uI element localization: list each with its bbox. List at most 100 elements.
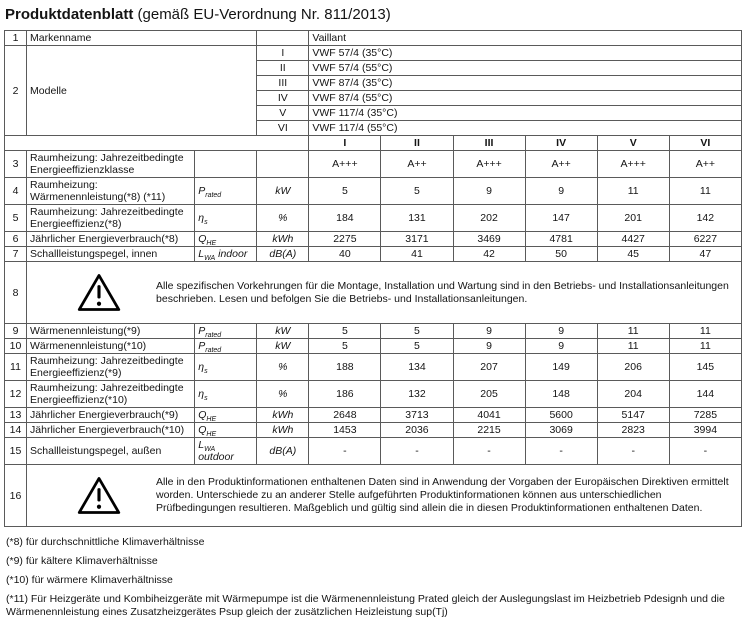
header-spacer [3, 135, 310, 151]
row-number: 11 [3, 353, 28, 381]
warning-content: Alle spezifischen Vorkehrungen für die M… [30, 272, 738, 313]
symbol-subscript: HE [206, 416, 217, 423]
model-numeral: III [256, 75, 310, 91]
model-numeral: I [256, 45, 310, 61]
unit: kW [256, 338, 310, 354]
page-title: Produktdatenblatt (gemäß EU-Verordnung N… [5, 6, 742, 23]
value-cell-VI: 7285 [668, 407, 743, 423]
value-cell-IV: 3069 [524, 422, 598, 438]
symbol: ηs [194, 204, 258, 232]
row-label: Wärmenennleistung(*9) [26, 323, 196, 339]
product-data-table: 1 Markenname Vaillant 2 Modelle I VWF 57/4 (35… [3, 30, 743, 527]
warning-cell: Alle in den Produktinformationen enthalt… [26, 464, 742, 527]
value-cell-I: 5 [308, 177, 382, 205]
value-cell-I: 40 [308, 246, 382, 262]
value-cell-II: 2036 [380, 422, 454, 438]
symbol-subscript: WA [204, 446, 216, 454]
column-header-I: I [308, 135, 382, 151]
value-cell-II: 5 [380, 323, 454, 339]
value-cell-II: 3713 [380, 407, 454, 423]
row-label: Schallleistungspegel, innen [26, 246, 196, 262]
model-name: VWF 87/4 (35°C) [308, 75, 742, 91]
symbol-subscript: rated [205, 347, 222, 354]
value-cell-VI: 142 [668, 204, 743, 232]
value-cell-IV: 9 [524, 323, 598, 339]
row-number: 1 [3, 30, 28, 46]
value-cell-III: 202 [452, 204, 526, 232]
row-label: Wärmenennleistung(*10) [26, 338, 196, 354]
value-cell-III: 2215 [452, 422, 526, 438]
row-label: Jährlicher Energieverbrauch(*10) [26, 422, 196, 438]
value-cell-II: 134 [380, 353, 454, 381]
symbol: QHE [194, 231, 258, 247]
model-numeral: IV [256, 90, 310, 106]
row-number: 4 [3, 177, 28, 205]
warning-cell: Alle spezifischen Vorkehrungen für die M… [26, 261, 742, 324]
value-cell-VI: 11 [668, 338, 743, 354]
value-cell-IV: 147 [524, 204, 598, 232]
value-cell-VI: 145 [668, 353, 743, 381]
value-cell-VI: 11 [668, 177, 743, 205]
row-number: 15 [3, 437, 28, 465]
brand-label: Markenname [26, 30, 258, 46]
model-name: VWF 117/4 (55°C) [308, 120, 742, 136]
row-number: 3 [3, 150, 28, 178]
model-name: VWF 57/4 (55°C) [308, 60, 742, 76]
symbol: LWA outdoor [194, 437, 258, 465]
value-cell-II: 41 [380, 246, 454, 262]
symbol: ηs [194, 380, 258, 408]
symbol: QHE [194, 407, 258, 423]
row-label: Schallleistungspegel, außen [26, 437, 196, 465]
unit: % [256, 204, 310, 232]
row-label: Raumheizung: Jahrezeitbedingte Energieef… [26, 380, 196, 408]
value-cell-III: 9 [452, 338, 526, 354]
value-cell-IV: 9 [524, 338, 598, 354]
value-cell-IV: 148 [524, 380, 598, 408]
value-cell-VI: A++ [668, 150, 743, 178]
value-cell-III: 3469 [452, 231, 526, 247]
row-number: 14 [3, 422, 28, 438]
value-cell-VI: 11 [668, 323, 743, 339]
value-cell-II: A++ [380, 150, 454, 178]
symbol: LWA indoor [194, 246, 258, 262]
column-header-IV: IV [524, 135, 598, 151]
row-number: 5 [3, 204, 28, 232]
symbol-subscript: rated [205, 192, 222, 200]
row-number: 6 [3, 231, 28, 247]
symbol-subscript: HE [206, 240, 217, 247]
value-cell-V: 11 [596, 177, 670, 205]
brand-numeral-empty [256, 30, 310, 46]
model-name: VWF 117/4 (35°C) [308, 105, 742, 121]
value-cell-II: 5 [380, 177, 454, 205]
value-cell-IV: 9 [524, 177, 598, 205]
value-cell-VI: 144 [668, 380, 743, 408]
value-cell-I: 5 [308, 323, 382, 339]
value-cell-III: 9 [452, 177, 526, 205]
value-cell-I: 2648 [308, 407, 382, 423]
row-number: 7 [3, 246, 28, 262]
footnote-11: (*11) Für Heizgeräte und Kombiheizgeräte… [6, 593, 725, 618]
value-cell-III: 4041 [452, 407, 526, 423]
warning-text: Alle in den Produktinformationen enthalt… [156, 476, 729, 514]
warning-text: Alle spezifischen Vorkehrungen für die M… [156, 279, 729, 305]
row-label: Raumheizung: Jahrezeitbedingte Energieef… [26, 204, 196, 232]
row-label: Raumheizung: Jahrezeitbedingte Energieef… [26, 150, 196, 178]
value-cell-VI: - [668, 437, 743, 465]
value-cell-II: 131 [380, 204, 454, 232]
unit: dB(A) [256, 246, 310, 262]
value-cell-V: 206 [596, 353, 670, 381]
value-cell-IV: 149 [524, 353, 598, 381]
value-cell-V: 11 [596, 323, 670, 339]
symbol: QHE [194, 422, 258, 438]
column-header-II: II [380, 135, 454, 151]
value-cell-I: 5 [308, 338, 382, 354]
model-name: VWF 57/4 (35°C) [308, 45, 742, 61]
symbol-subscript: s [204, 219, 208, 227]
value-cell-I: 2275 [308, 231, 382, 247]
value-cell-III: 207 [452, 353, 526, 381]
warning-content: Alle in den Produktinformationen enthalt… [30, 475, 738, 516]
footnote-10: (*10) für wärmere Klimaverhältnisse [6, 574, 173, 586]
value-cell-III: A+++ [452, 150, 526, 178]
value-cell-I: A+++ [308, 150, 382, 178]
value-cell-V: 45 [596, 246, 670, 262]
